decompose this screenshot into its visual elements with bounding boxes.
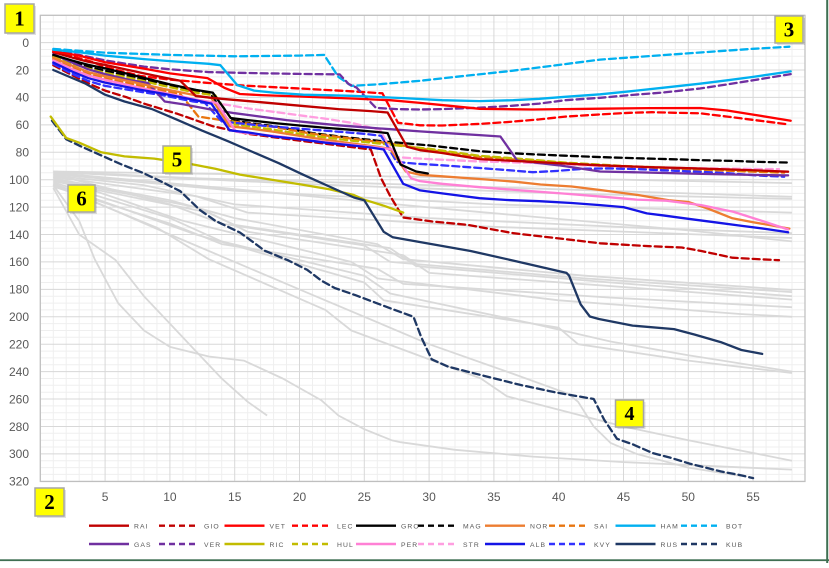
svg-text:280: 280 xyxy=(9,420,29,434)
svg-text:VET: VET xyxy=(270,524,287,531)
svg-text:35: 35 xyxy=(487,490,501,504)
svg-text:NOR: NOR xyxy=(530,524,548,531)
svg-text:GAS: GAS xyxy=(134,542,152,549)
svg-text:220: 220 xyxy=(9,338,29,352)
svg-text:VER: VER xyxy=(204,542,221,549)
svg-text:KUB: KUB xyxy=(726,542,743,549)
svg-text:PER: PER xyxy=(401,542,418,549)
svg-text:GRO: GRO xyxy=(401,524,420,531)
svg-text:60: 60 xyxy=(16,118,30,132)
svg-text:2: 2 xyxy=(44,490,55,514)
svg-text:0: 0 xyxy=(22,36,29,50)
svg-text:40: 40 xyxy=(16,91,30,105)
svg-text:40: 40 xyxy=(552,490,566,504)
svg-text:120: 120 xyxy=(9,200,29,214)
svg-text:HUL: HUL xyxy=(337,542,354,549)
svg-text:KVY: KVY xyxy=(594,542,611,549)
svg-text:RUS: RUS xyxy=(661,542,679,549)
svg-text:SAI: SAI xyxy=(594,524,608,531)
svg-text:5: 5 xyxy=(172,147,183,171)
svg-text:STR: STR xyxy=(463,542,480,549)
svg-text:30: 30 xyxy=(422,490,436,504)
svg-text:BOT: BOT xyxy=(726,524,743,531)
svg-text:160: 160 xyxy=(9,255,29,269)
svg-text:3: 3 xyxy=(784,17,795,41)
svg-text:RAI: RAI xyxy=(134,524,149,531)
svg-text:320: 320 xyxy=(9,475,29,489)
svg-text:300: 300 xyxy=(9,447,29,461)
svg-text:ALB: ALB xyxy=(530,542,546,549)
svg-text:25: 25 xyxy=(358,490,372,504)
svg-text:LEC: LEC xyxy=(337,524,354,531)
svg-text:50: 50 xyxy=(682,490,696,504)
svg-text:6: 6 xyxy=(76,186,87,210)
svg-text:RIC: RIC xyxy=(270,542,285,549)
svg-text:1: 1 xyxy=(14,6,25,30)
svg-text:260: 260 xyxy=(9,392,29,406)
svg-text:20: 20 xyxy=(293,490,307,504)
svg-text:10: 10 xyxy=(163,490,177,504)
svg-text:80: 80 xyxy=(16,146,30,160)
svg-text:140: 140 xyxy=(9,228,29,242)
svg-text:240: 240 xyxy=(9,365,29,379)
svg-text:5: 5 xyxy=(102,490,109,504)
svg-text:15: 15 xyxy=(228,490,242,504)
svg-text:45: 45 xyxy=(617,490,631,504)
svg-text:180: 180 xyxy=(9,283,29,297)
svg-text:200: 200 xyxy=(9,310,29,324)
svg-text:MAG: MAG xyxy=(463,524,482,531)
svg-text:HAM: HAM xyxy=(661,524,679,531)
svg-text:55: 55 xyxy=(746,490,760,504)
svg-text:4: 4 xyxy=(625,403,635,425)
svg-text:100: 100 xyxy=(9,173,29,187)
svg-text:20: 20 xyxy=(16,63,30,77)
svg-text:GIO: GIO xyxy=(204,524,220,531)
